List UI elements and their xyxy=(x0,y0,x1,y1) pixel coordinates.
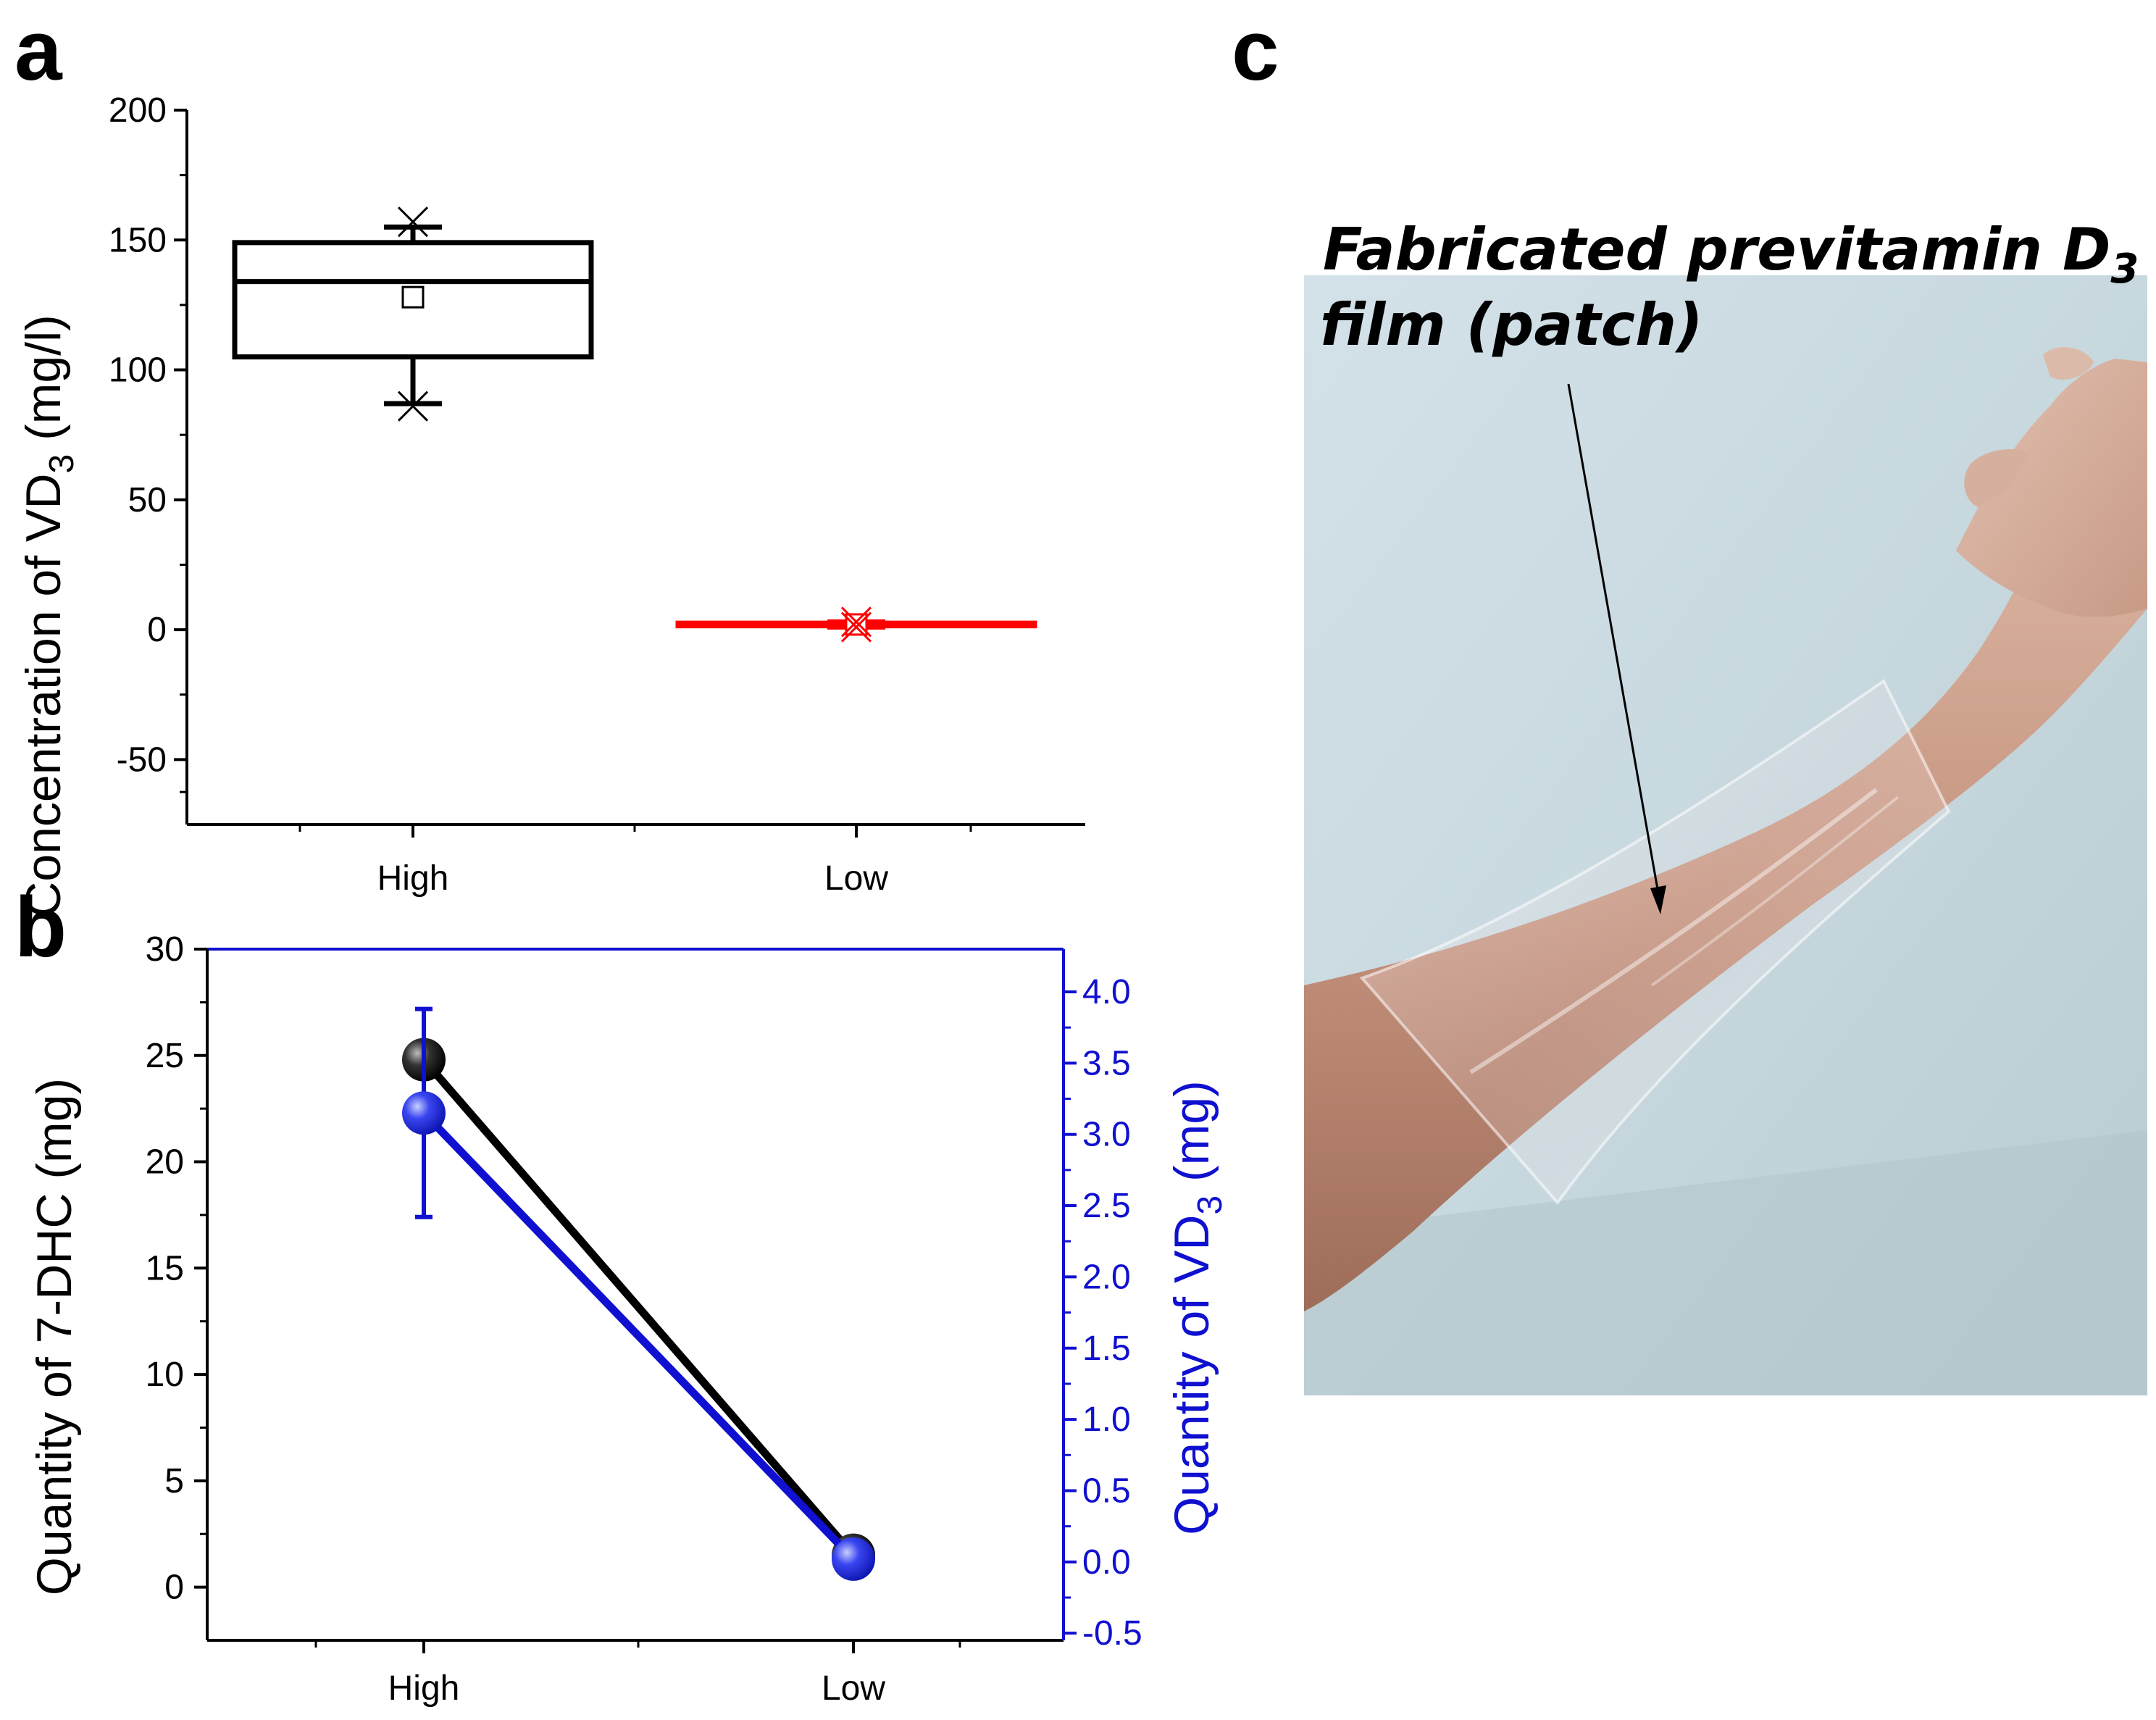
left-y-tick-label: 15 xyxy=(146,1249,184,1287)
arm-photo xyxy=(1304,275,2147,1395)
series-left xyxy=(402,1038,875,1577)
left-y-tick-label: 10 xyxy=(146,1356,184,1394)
series-right xyxy=(402,1006,875,1581)
panel-a-letter: a xyxy=(14,3,63,99)
left-y-tick-label: 20 xyxy=(146,1143,184,1182)
right-y-tick-label: 0.0 xyxy=(1082,1543,1131,1582)
box-iqr xyxy=(232,240,594,360)
series-line xyxy=(421,1110,856,1562)
right-y-tick-label: 3.5 xyxy=(1082,1044,1131,1082)
left-y-tick-label: 0 xyxy=(164,1569,184,1607)
panel-b-axes xyxy=(206,948,1065,1642)
y-tick-label: 100 xyxy=(109,351,167,390)
series-line xyxy=(420,1057,857,1558)
panel-b-x-ticks: High Low xyxy=(314,1640,961,1708)
panel-b-line-chart: b 0 5 10 15 20 25 30 -0.5 0.0 0.5 1.0 1.5 2.0 2.5 3.0… xyxy=(14,880,1229,1708)
right-y-tick-label: 2.5 xyxy=(1082,1187,1131,1225)
y-tick-label: 0 xyxy=(147,611,167,649)
extreme-marker xyxy=(397,206,429,238)
photo-annotation-line2: film (patch) xyxy=(1320,291,1703,359)
data-point xyxy=(832,1537,875,1581)
box-high xyxy=(232,206,594,422)
left-y-tick-label: 5 xyxy=(164,1462,184,1500)
panel-a-boxplot: a -50 0 50 100 150 200 High Low Concentration … xyxy=(14,3,1085,917)
panel-a-y-axis-title: Concentration of VD3 (mg/l) xyxy=(16,314,81,917)
panel-a-y-ticks: -50 0 50 100 150 200 xyxy=(109,91,187,793)
mean-marker xyxy=(401,285,425,309)
right-y-tick-label: 2.0 xyxy=(1082,1258,1131,1296)
y-tick-label: -50 xyxy=(117,740,167,779)
y-tick-label: 150 xyxy=(109,221,167,259)
panel-a-boxes xyxy=(232,206,1037,643)
panel-b-left-y-ticks: 0 5 10 15 20 25 30 xyxy=(146,930,207,1607)
panel-b-right-y-axis-title: Quantity of VD3 (mg) xyxy=(1164,1080,1229,1535)
y-tick-label: 50 xyxy=(128,481,167,519)
left-y-tick-label: 25 xyxy=(146,1037,184,1075)
right-y-tick-label: -0.5 xyxy=(1082,1614,1142,1653)
y-tick-label: 200 xyxy=(109,91,167,130)
right-y-tick-label: 1.0 xyxy=(1082,1400,1131,1439)
right-y-tick-label: 0.5 xyxy=(1082,1471,1131,1510)
panel-a-x-ticks: High Low xyxy=(298,824,972,898)
right-y-tick-label: 1.5 xyxy=(1082,1329,1131,1368)
mean-marker xyxy=(845,613,868,636)
extreme-marker xyxy=(840,611,872,643)
x-tick-label: High xyxy=(388,1669,460,1708)
annotation-arrow xyxy=(1567,383,1666,914)
data-point xyxy=(402,1091,446,1135)
panel-c-photo: c Fabricated previtamin D3 film (patch) xyxy=(1232,3,2147,1395)
x-tick-label: Low xyxy=(822,1669,885,1708)
right-y-tick-label: 4.0 xyxy=(1082,973,1131,1011)
photo-annotation-line1: Fabricated previtamin D3 xyxy=(1323,216,2139,293)
panel-b-letter: b xyxy=(14,880,67,975)
panel-b-series xyxy=(402,1006,875,1581)
panel-c-letter: c xyxy=(1232,3,1279,99)
panel-b-right-y-ticks: -0.5 0.0 0.5 1.0 1.5 2.0 2.5 3.0 3.5 4.0 xyxy=(1064,973,1142,1653)
panel-b-left-y-axis-title: Quantity of 7-DHC (mg) xyxy=(27,1078,82,1595)
box-low xyxy=(675,606,1037,643)
x-tick-label: High xyxy=(377,859,449,898)
x-tick-label: Low xyxy=(824,859,888,898)
panel-a-axes xyxy=(185,110,1085,826)
left-y-tick-label: 30 xyxy=(146,930,184,969)
extreme-marker xyxy=(397,391,429,422)
extreme-marker xyxy=(840,606,872,638)
right-y-tick-label: 3.0 xyxy=(1082,1116,1131,1154)
